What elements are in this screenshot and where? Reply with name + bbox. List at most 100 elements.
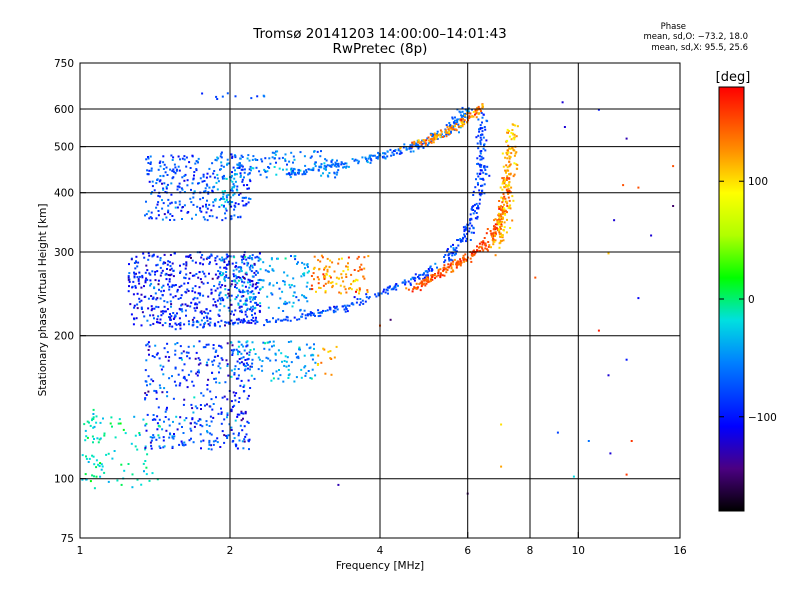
echo-point bbox=[251, 258, 254, 261]
echo-point bbox=[166, 406, 168, 409]
echo-point bbox=[197, 357, 200, 360]
echo-point bbox=[149, 155, 152, 158]
echo-point bbox=[196, 303, 199, 306]
echo-point bbox=[475, 178, 477, 181]
echo-point bbox=[321, 256, 324, 259]
echo-point bbox=[226, 342, 229, 345]
echo-point bbox=[212, 403, 215, 405]
echo-point bbox=[485, 173, 488, 176]
echo-point bbox=[314, 161, 317, 164]
echo-point bbox=[245, 303, 248, 306]
echo-point bbox=[131, 473, 134, 476]
echo-point bbox=[208, 215, 211, 218]
echo-point bbox=[147, 341, 150, 344]
echo-point bbox=[174, 343, 177, 346]
echo-point bbox=[193, 421, 196, 424]
echo-point bbox=[468, 230, 471, 233]
echo-point bbox=[504, 197, 507, 200]
echo-point bbox=[225, 321, 228, 324]
echo-point bbox=[472, 212, 475, 215]
echo-point bbox=[296, 262, 298, 265]
echo-point bbox=[136, 307, 139, 310]
echo-point bbox=[202, 216, 205, 219]
echo-point bbox=[243, 253, 246, 256]
echo-point bbox=[187, 373, 190, 376]
echo-point bbox=[292, 169, 294, 172]
echo-point bbox=[235, 287, 238, 290]
echo-point bbox=[452, 248, 455, 251]
echo-point bbox=[210, 254, 213, 257]
echo-point bbox=[449, 131, 452, 134]
echo-point bbox=[246, 307, 249, 310]
echo-point bbox=[454, 119, 456, 122]
echo-point bbox=[146, 343, 149, 346]
echo-point bbox=[157, 201, 160, 204]
y-tick-label: 200 bbox=[54, 331, 74, 343]
echo-point bbox=[241, 165, 244, 168]
echo-point bbox=[133, 272, 136, 275]
echo-point bbox=[450, 267, 453, 270]
echo-point bbox=[477, 118, 480, 121]
echo-point bbox=[260, 279, 263, 282]
echo-point bbox=[478, 155, 481, 158]
echo-point bbox=[477, 134, 480, 137]
echo-point bbox=[231, 262, 234, 265]
echo-point bbox=[191, 380, 194, 383]
echo-point bbox=[202, 325, 205, 328]
echo-point bbox=[393, 285, 396, 288]
echo-point bbox=[428, 280, 431, 283]
echo-point bbox=[252, 296, 255, 299]
echo-point bbox=[192, 384, 195, 387]
echo-point bbox=[158, 357, 161, 360]
echo-point bbox=[408, 147, 411, 149]
echo-point bbox=[498, 246, 501, 249]
echo-point bbox=[237, 294, 239, 297]
echo-point bbox=[429, 279, 432, 282]
echo-point bbox=[506, 149, 509, 152]
echo-point bbox=[201, 205, 204, 208]
echo-point bbox=[301, 173, 304, 176]
echo-point bbox=[193, 425, 196, 428]
echo-point bbox=[181, 206, 184, 208]
echo-point bbox=[413, 140, 416, 143]
echo-point bbox=[238, 432, 240, 435]
echo-point bbox=[344, 306, 347, 309]
echo-point bbox=[439, 133, 442, 136]
echo-point bbox=[150, 169, 153, 172]
echo-point bbox=[220, 319, 223, 322]
echo-point bbox=[245, 258, 248, 261]
echo-point bbox=[144, 445, 147, 448]
echo-point bbox=[328, 172, 331, 174]
echo-point bbox=[197, 276, 200, 279]
echo-point bbox=[277, 349, 280, 352]
echo-point bbox=[469, 112, 472, 115]
echo-point bbox=[291, 305, 294, 308]
echo-point bbox=[233, 256, 236, 259]
echo-point bbox=[235, 261, 238, 264]
echo-point bbox=[134, 285, 137, 288]
echo-point bbox=[485, 139, 488, 142]
echo-point bbox=[156, 270, 159, 273]
echo-point bbox=[234, 286, 236, 288]
echo-point bbox=[150, 295, 153, 297]
echo-point bbox=[325, 265, 328, 268]
echo-point bbox=[446, 249, 449, 252]
echo-point bbox=[224, 321, 227, 324]
echo-point bbox=[232, 269, 235, 272]
echo-point bbox=[166, 263, 169, 266]
echo-point bbox=[487, 241, 490, 243]
echo-point bbox=[218, 272, 221, 275]
echo-point bbox=[248, 197, 250, 200]
echo-point bbox=[254, 297, 256, 300]
echo-point bbox=[395, 152, 398, 155]
echo-point bbox=[239, 305, 242, 308]
echo-point bbox=[200, 440, 203, 443]
echo-point bbox=[478, 189, 481, 192]
echo-point bbox=[248, 297, 251, 300]
echo-point bbox=[509, 172, 512, 175]
echo-point bbox=[463, 113, 466, 116]
echo-point bbox=[248, 172, 251, 175]
echo-point bbox=[321, 311, 323, 314]
echo-point bbox=[292, 171, 295, 174]
echo-point bbox=[285, 360, 288, 363]
